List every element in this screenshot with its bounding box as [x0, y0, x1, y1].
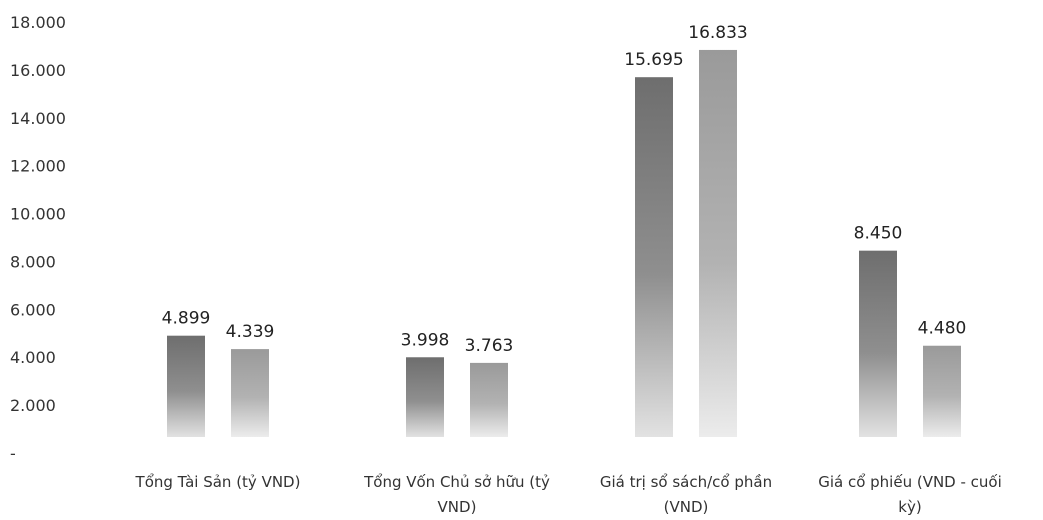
y-tick-label: -: [10, 444, 16, 463]
y-tick-label: 10.000: [10, 205, 66, 224]
y-tick-label: 4.000: [10, 348, 56, 367]
bar-series-2-1: [231, 349, 269, 437]
bar-series-2-4: [923, 345, 961, 437]
x-category-label: Giá trị sổ sách/cổ phần: [600, 473, 772, 491]
bar-series-1-3: [635, 77, 673, 437]
data-label: 3.998: [401, 330, 450, 350]
x-category-label: (VND): [664, 498, 709, 516]
y-tick-label: 6.000: [10, 300, 56, 319]
y-tick-label: 8.000: [10, 252, 56, 271]
bar-series-1-2: [406, 357, 444, 437]
data-label: 8.450: [854, 224, 903, 244]
x-category-label: Giá cổ phiếu (VND - cuối: [818, 473, 1002, 491]
data-label: 16.833: [688, 23, 747, 43]
y-tick-label: 2.000: [10, 396, 56, 415]
x-category-label: Tổng Tài Sản (tỷ VND): [135, 473, 301, 491]
data-label: 4.339: [226, 322, 275, 342]
y-axis: 18.000 16.000 14.000 12.000 10.000 8.000 6.000…: [10, 13, 66, 463]
data-labels: 4.899 3.998 15.695 8.450 4.339 3.763 16.833 4.4…: [162, 23, 967, 356]
data-label: 15.695: [624, 50, 683, 70]
bar-series-1-4: [859, 250, 897, 437]
x-category-label: kỳ): [898, 498, 921, 516]
y-tick-label: 16.000: [10, 61, 66, 80]
data-label: 3.763: [465, 336, 514, 356]
bar-series-1-1: [167, 335, 205, 437]
y-tick-label: 14.000: [10, 109, 66, 128]
y-tick-label: 12.000: [10, 157, 66, 176]
bar-series-2-2: [470, 362, 508, 437]
bar-series-2-3: [699, 49, 737, 437]
x-axis: Tổng Tài Sản (tỷ VND) Tổng Vốn Chủ sở hữu…: [135, 473, 1002, 516]
x-category-label: VND): [438, 498, 477, 516]
bars: [167, 49, 961, 437]
data-label: 4.899: [162, 309, 211, 329]
x-category-label: Tổng Vốn Chủ sở hữu (tỷ: [363, 473, 550, 491]
y-tick-label: 18.000: [10, 13, 66, 32]
data-label: 4.480: [918, 319, 967, 339]
